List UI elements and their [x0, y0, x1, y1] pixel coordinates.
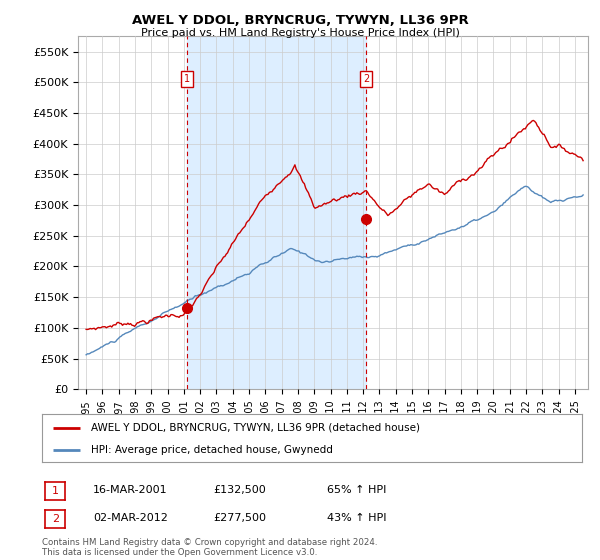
Text: Contains HM Land Registry data © Crown copyright and database right 2024.
This d: Contains HM Land Registry data © Crown c…: [42, 538, 377, 557]
Text: 1: 1: [52, 486, 59, 496]
Bar: [187, 36, 366, 389]
Text: £132,500: £132,500: [213, 485, 266, 495]
Text: 43% ↑ HPI: 43% ↑ HPI: [327, 513, 386, 523]
Text: 2: 2: [52, 514, 59, 524]
Text: 16-MAR-2001: 16-MAR-2001: [93, 485, 167, 495]
Text: 1: 1: [184, 74, 190, 84]
Text: £277,500: £277,500: [213, 513, 266, 523]
Text: HPI: Average price, detached house, Gwynedd: HPI: Average price, detached house, Gwyn…: [91, 445, 332, 455]
Text: 2: 2: [363, 74, 369, 84]
Text: 65% ↑ HPI: 65% ↑ HPI: [327, 485, 386, 495]
Text: AWEL Y DDOL, BRYNCRUG, TYWYN, LL36 9PR: AWEL Y DDOL, BRYNCRUG, TYWYN, LL36 9PR: [131, 14, 469, 27]
Text: 02-MAR-2012: 02-MAR-2012: [93, 513, 168, 523]
Text: AWEL Y DDOL, BRYNCRUG, TYWYN, LL36 9PR (detached house): AWEL Y DDOL, BRYNCRUG, TYWYN, LL36 9PR (…: [91, 423, 419, 433]
Text: Price paid vs. HM Land Registry's House Price Index (HPI): Price paid vs. HM Land Registry's House …: [140, 28, 460, 38]
